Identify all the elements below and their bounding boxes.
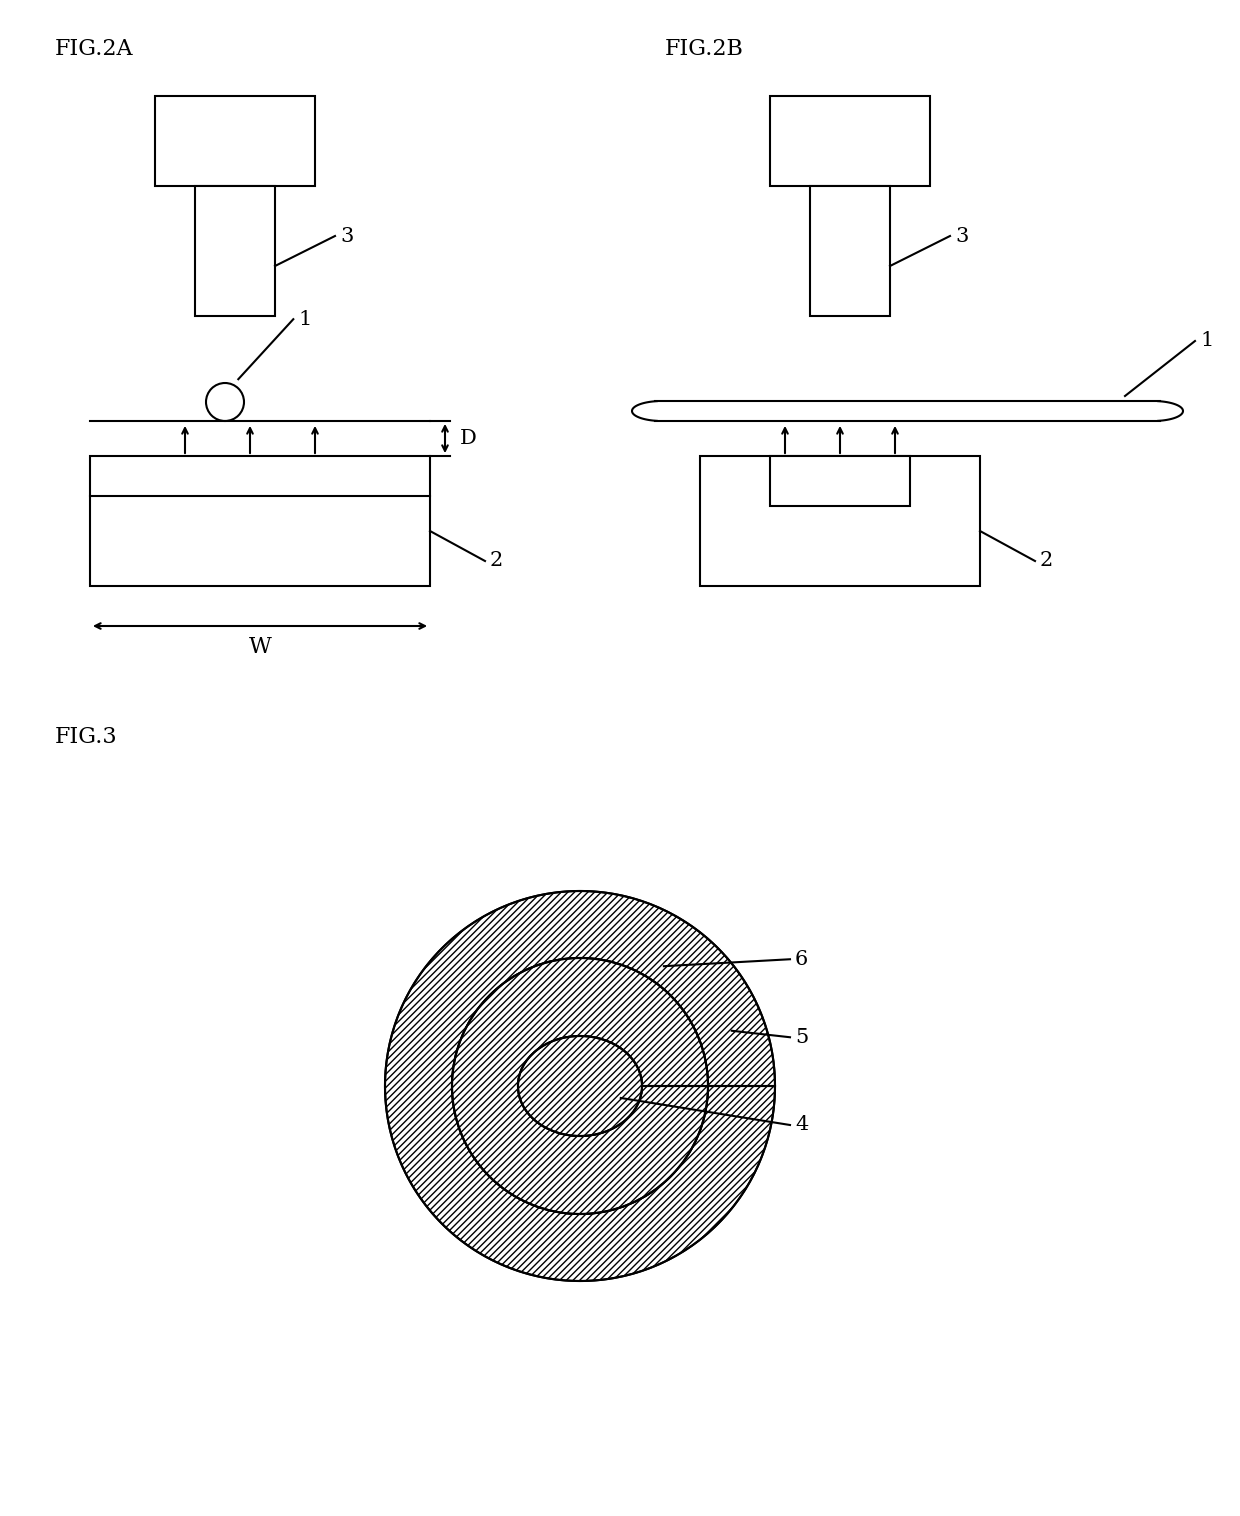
Text: 4: 4 [795,1116,808,1134]
Text: 2: 2 [490,552,503,570]
Text: FIG.3: FIG.3 [55,726,118,747]
Text: 3: 3 [955,226,968,246]
Text: 6: 6 [795,949,808,969]
Text: FIG.2A: FIG.2A [55,38,134,61]
Bar [155,96,315,186]
Text: 1: 1 [299,309,311,329]
Text: 2: 2 [1040,552,1053,570]
Bar [195,186,275,315]
Bar [91,456,430,587]
Bar [770,456,910,506]
Text: W: W [248,637,272,658]
Text: 1: 1 [1200,332,1214,350]
Bar [770,96,930,186]
Text: FIG.2B: FIG.2B [665,38,744,61]
Ellipse shape [518,1035,642,1135]
Text: D: D [460,429,477,449]
Bar [810,186,890,315]
Text: 3: 3 [340,226,353,246]
Polygon shape [453,958,708,1214]
Polygon shape [384,891,775,1281]
Text: 5: 5 [795,1028,808,1046]
Bar [701,456,980,587]
